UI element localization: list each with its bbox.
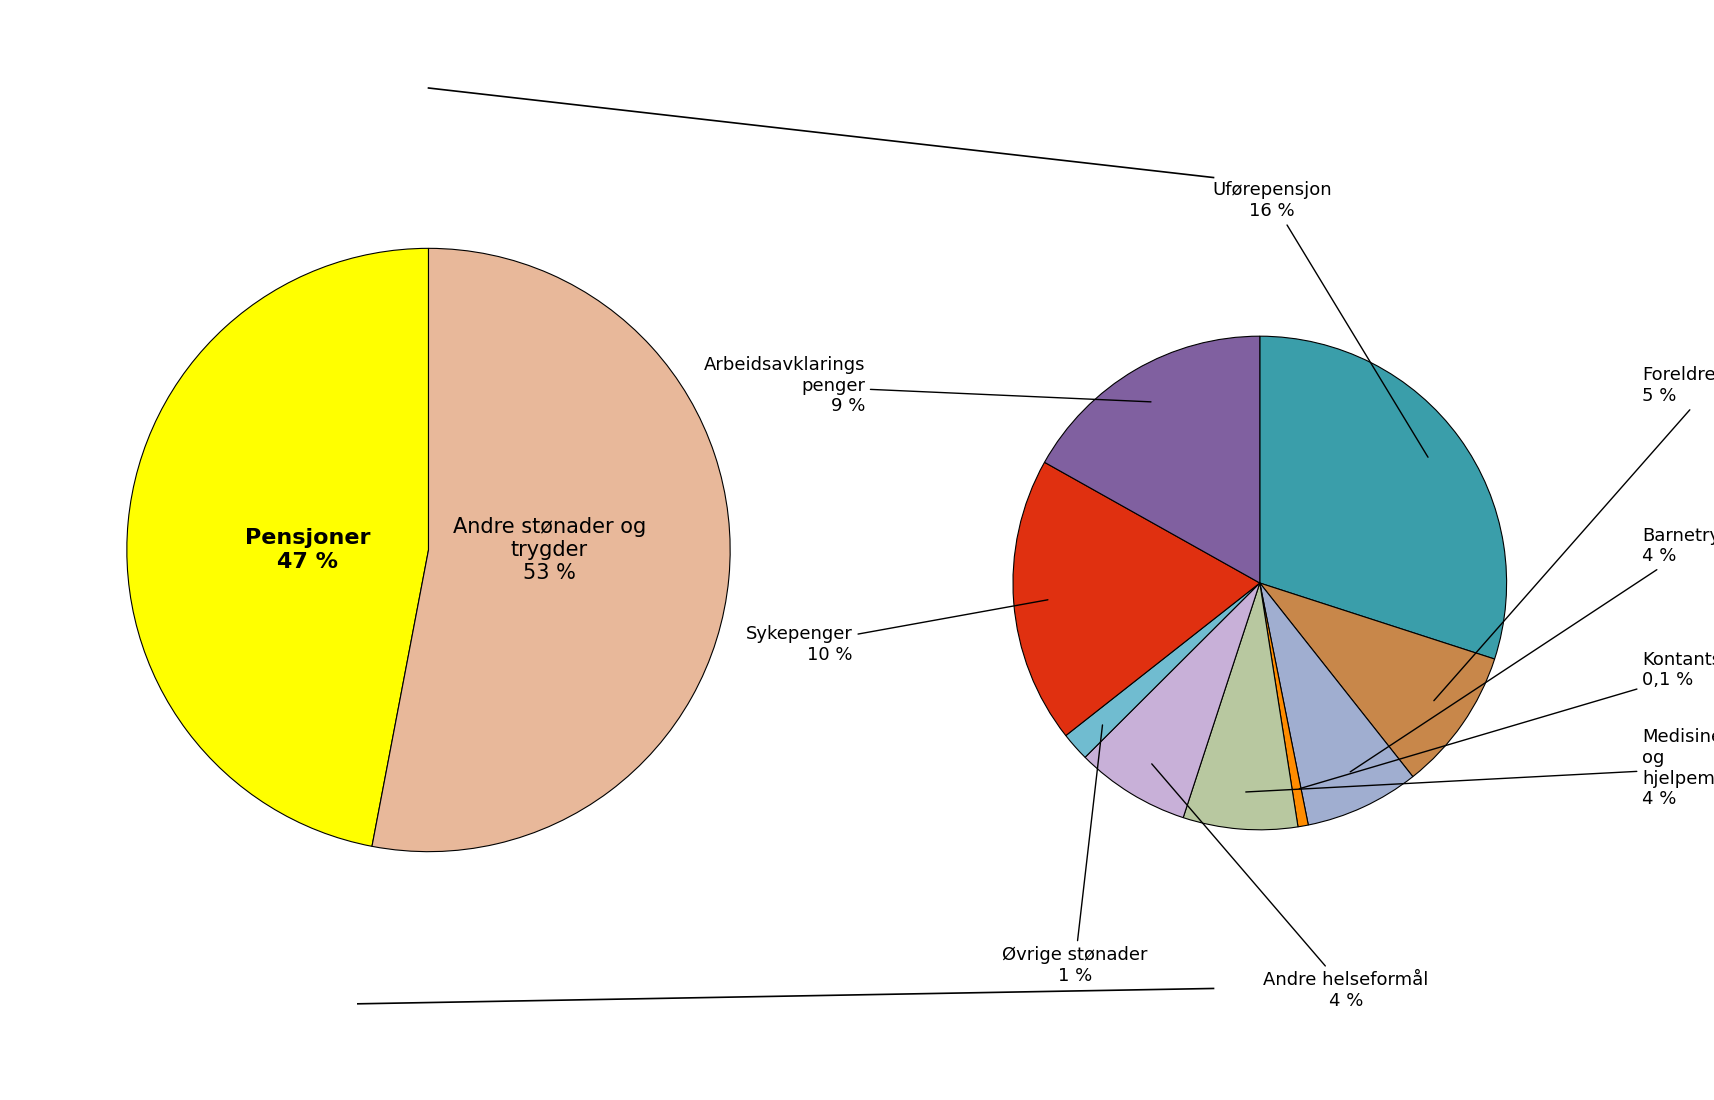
Text: Kontantstøtte
0,1 %: Kontantstøtte 0,1 %: [1299, 650, 1714, 789]
Wedge shape: [1044, 337, 1260, 583]
Wedge shape: [1183, 583, 1297, 829]
Text: Sykepenger
10 %: Sykepenger 10 %: [746, 600, 1047, 664]
Wedge shape: [1085, 583, 1260, 817]
Wedge shape: [1260, 583, 1308, 827]
Text: Andre helseformål
4 %: Andre helseformål 4 %: [1152, 763, 1429, 1010]
Wedge shape: [1066, 583, 1260, 757]
Text: Andre stønader og
trygder
53 %: Andre stønader og trygder 53 %: [452, 517, 646, 583]
Text: Barnetrygd
4 %: Barnetrygd 4 %: [1351, 527, 1714, 772]
Text: Foreldrepenger
5 %: Foreldrepenger 5 %: [1435, 366, 1714, 701]
Text: Pensjoner
47 %: Pensjoner 47 %: [245, 528, 370, 572]
Wedge shape: [1260, 583, 1412, 825]
Wedge shape: [1260, 337, 1507, 659]
Text: Arbeidsavklarings
penger
9 %: Arbeidsavklarings penger 9 %: [703, 355, 1152, 416]
Wedge shape: [1260, 583, 1495, 777]
Text: Uførepensjon
16 %: Uførepensjon 16 %: [1212, 182, 1428, 458]
Wedge shape: [1013, 462, 1260, 736]
Wedge shape: [127, 249, 428, 846]
Text: Medisiner
og
hjelpemidler
4 %: Medisiner og hjelpemidler 4 %: [1246, 728, 1714, 808]
Wedge shape: [372, 249, 730, 851]
Text: Øvrige stønader
1 %: Øvrige stønader 1 %: [1003, 725, 1147, 984]
